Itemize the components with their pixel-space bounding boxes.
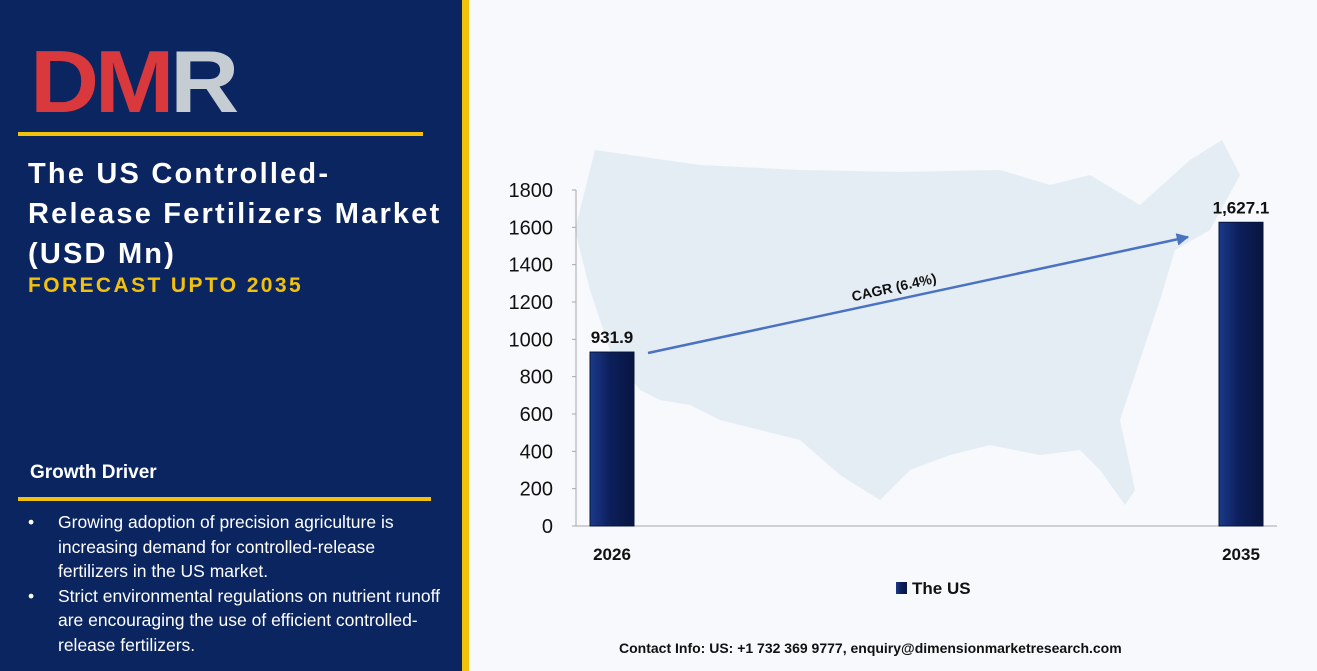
growth-driver-heading: Growth Driver bbox=[30, 462, 157, 483]
data-label: 931.9 bbox=[591, 328, 634, 347]
data-label: 1,627.1 bbox=[1213, 198, 1270, 217]
panel-divider bbox=[462, 0, 469, 671]
legend-label: The US bbox=[912, 579, 971, 598]
page-subtitle: FORECAST UPTO 2035 bbox=[28, 274, 304, 297]
y-tick-label: 600 bbox=[520, 404, 553, 426]
cagr-arrow bbox=[647, 233, 1190, 355]
chart-axes bbox=[575, 190, 1277, 527]
us-map-background bbox=[575, 140, 1240, 505]
y-tick-group: 0 200 400 600 800 1000 1200 1400 1600 1800 bbox=[509, 180, 576, 538]
y-tick-label: 1400 bbox=[509, 255, 554, 277]
logo-letter-d: D bbox=[30, 38, 95, 120]
y-tick-label: 800 bbox=[520, 367, 553, 389]
growth-driver-item: Growing adoption of precision agricultur… bbox=[28, 510, 448, 584]
bar bbox=[1218, 221, 1264, 527]
logo-text: DMR bbox=[30, 38, 238, 120]
driver-rule bbox=[18, 497, 431, 501]
info-panel: DMR The US Controlled-Release Fertilizer… bbox=[0, 0, 462, 671]
legend-swatch bbox=[896, 582, 907, 594]
bar-group: 931.9 2026 1,627.1 2035 bbox=[589, 198, 1270, 564]
x-tick-label: 2026 bbox=[593, 545, 631, 564]
growth-driver-list: Growing adoption of precision agricultur… bbox=[28, 510, 448, 657]
dmr-logo: DMR bbox=[30, 38, 240, 120]
bar bbox=[589, 351, 635, 527]
y-tick-label: 0 bbox=[542, 516, 553, 538]
contact-info: Contact Info: US: +1 732 369 9777, enqui… bbox=[619, 640, 1122, 656]
legend: The US bbox=[896, 579, 971, 598]
y-tick-label: 400 bbox=[520, 441, 553, 463]
growth-driver-item: Strict environmental regulations on nutr… bbox=[28, 584, 448, 658]
page-title: The US Controlled-Release Fertilizers Ma… bbox=[28, 158, 442, 270]
y-tick-label: 1800 bbox=[509, 180, 554, 202]
y-tick-label: 1200 bbox=[509, 292, 554, 314]
y-tick-label: 1000 bbox=[509, 329, 554, 351]
y-tick-label: 1600 bbox=[509, 217, 554, 239]
y-tick-label: 200 bbox=[520, 479, 553, 501]
logo-letter-r: R bbox=[170, 38, 237, 120]
x-tick-label: 2035 bbox=[1222, 545, 1260, 564]
logo-letter-m: M bbox=[95, 38, 170, 120]
header-rule bbox=[18, 132, 423, 136]
